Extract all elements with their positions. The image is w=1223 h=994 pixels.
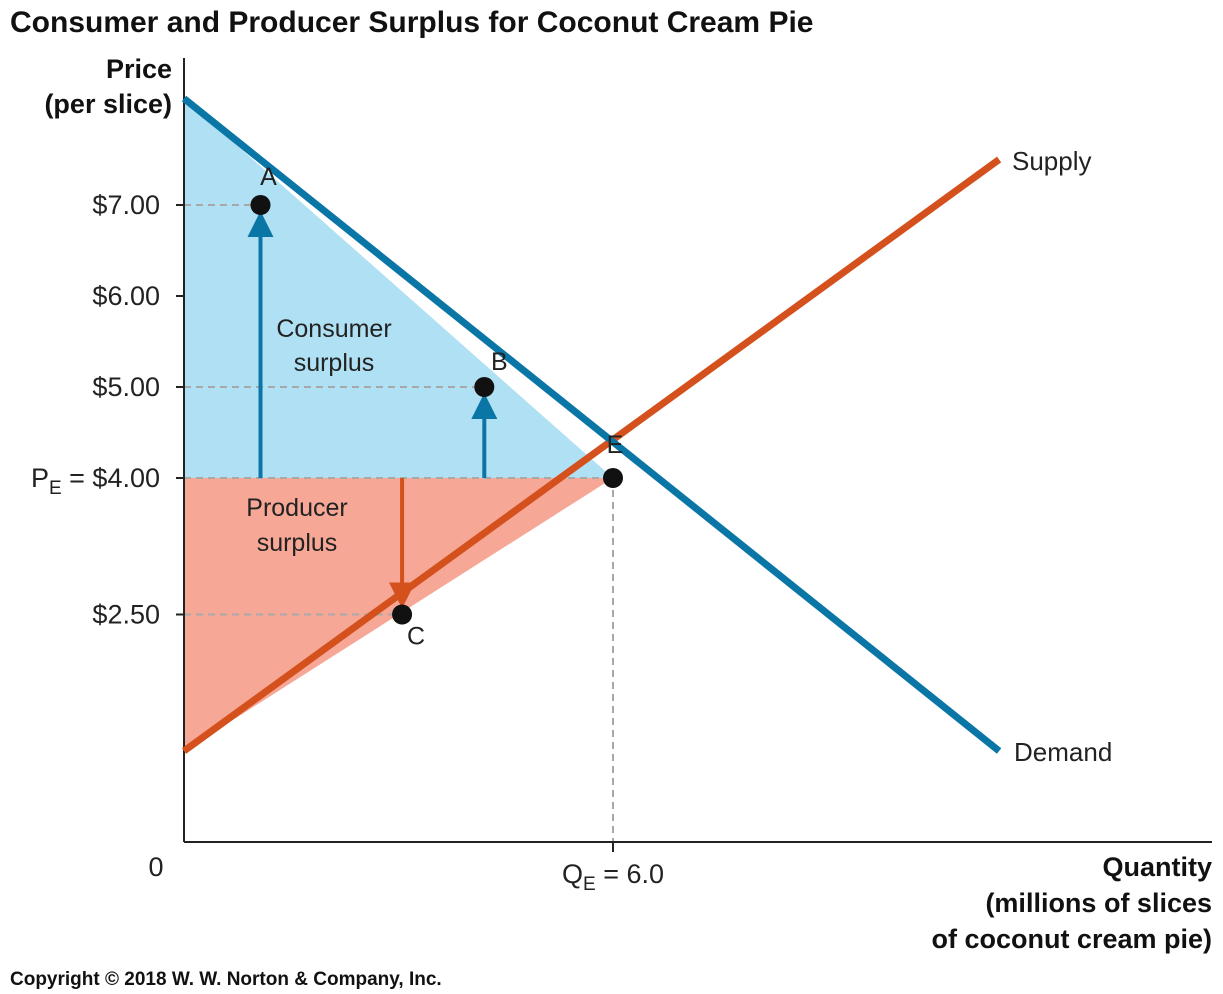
producer-surplus-label-line1: Producer — [246, 494, 347, 522]
arrow-to-a-head — [247, 211, 274, 237]
demand-curve — [181, 95, 1002, 754]
y-tick-label: $2.50 — [92, 600, 160, 630]
y-tick-label: $5.00 — [92, 372, 160, 402]
y-tick-label: $7.00 — [92, 190, 160, 220]
arrow-to-b-head — [471, 393, 498, 419]
supply-curve-label: Supply — [1012, 146, 1092, 176]
consumer-surplus-label-line2: surplus — [294, 349, 375, 377]
point-c-label: C — [407, 623, 425, 651]
copyright-note: Copyright © 2018 W. W. Norton & Company,… — [10, 969, 442, 990]
point-e-marker — [603, 468, 623, 488]
supply-curve — [181, 156, 1002, 754]
demand-curve-label: Demand — [1014, 737, 1112, 767]
consumer-surplus-area — [184, 98, 613, 478]
point-b-label: B — [491, 348, 508, 376]
x-tick-label: QE = 6.0 — [562, 859, 664, 895]
point-a-marker — [250, 195, 271, 215]
point-c-marker — [392, 604, 413, 625]
y-axis-title-line1: Price — [106, 54, 172, 84]
y-tick-label: PE = $4.00 — [31, 463, 160, 499]
producer-surplus-label-line2: surplus — [257, 529, 338, 557]
y-tick-label: $6.00 — [92, 281, 160, 311]
x-axis-title-line3: of coconut cream pie) — [931, 924, 1212, 954]
origin-label: 0 — [148, 852, 163, 882]
x-axis-title-line1: Quantity — [1102, 852, 1212, 882]
y-axis-title-line2: (per slice) — [44, 89, 172, 119]
chart-title: Consumer and Producer Surplus for Coconu… — [10, 6, 813, 39]
point-b-marker — [474, 377, 495, 397]
x-axis-title-line2: (millions of slices — [985, 888, 1212, 918]
point-a-label: A — [260, 163, 277, 191]
point-e-label: E — [607, 431, 624, 459]
consumer-surplus-label-line1: Consumer — [276, 315, 391, 343]
